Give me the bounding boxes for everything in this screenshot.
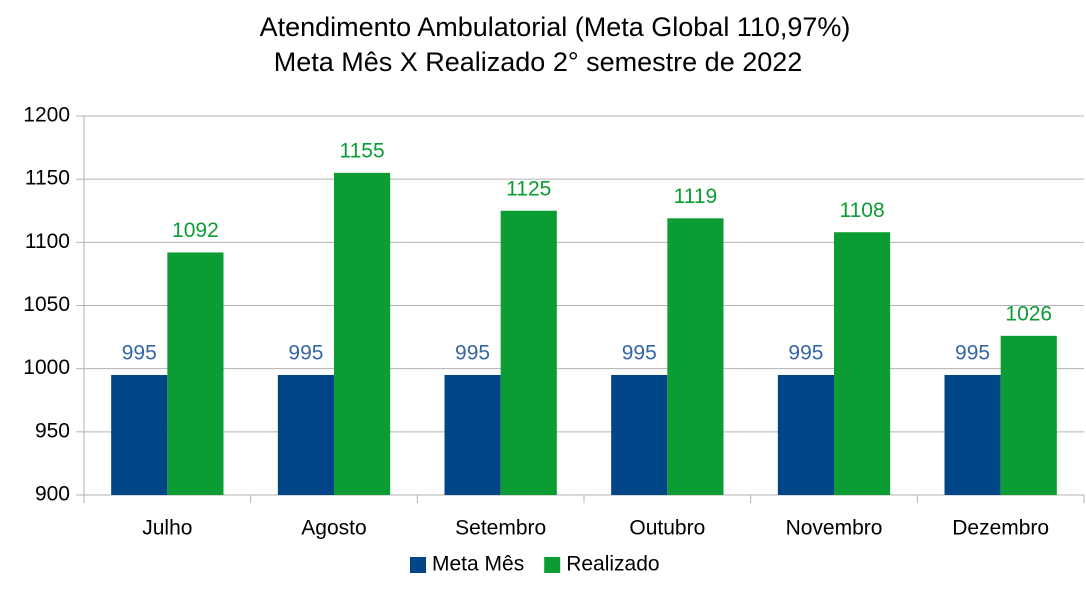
value-label: 1155 bbox=[339, 139, 384, 162]
value-label: 995 bbox=[122, 342, 157, 365]
value-label: 1092 bbox=[172, 219, 219, 242]
y-tick-label: 1000 bbox=[23, 356, 70, 379]
value-label: 1108 bbox=[839, 199, 884, 222]
legend-label: Meta Mês bbox=[432, 553, 524, 576]
chart-title: Atendimento Ambulatorial (Meta Global 11… bbox=[260, 12, 851, 42]
y-tick-label: 1100 bbox=[25, 230, 70, 253]
bar bbox=[667, 218, 724, 495]
x-tick-label: Dezembro bbox=[952, 517, 1049, 540]
bar bbox=[777, 374, 834, 495]
y-tick-label: 900 bbox=[35, 483, 70, 506]
bar bbox=[444, 374, 501, 495]
bar bbox=[111, 374, 168, 495]
legend-swatch bbox=[410, 557, 426, 573]
value-label: 1125 bbox=[506, 177, 551, 200]
x-tick-label: Agosto bbox=[301, 517, 366, 540]
bar bbox=[167, 252, 224, 495]
x-tick-label: Novembro bbox=[786, 517, 883, 540]
x-tick-label: Outubro bbox=[629, 517, 705, 540]
bar bbox=[1000, 335, 1057, 495]
bar bbox=[500, 210, 557, 495]
bar bbox=[611, 374, 668, 495]
bar bbox=[277, 374, 334, 495]
y-tick-label: 1200 bbox=[23, 104, 70, 127]
bar bbox=[834, 232, 891, 495]
value-label: 995 bbox=[955, 342, 990, 365]
x-tick-label: Setembro bbox=[455, 517, 546, 540]
x-tick-label: Julho bbox=[142, 517, 192, 540]
legend-label: Realizado bbox=[566, 553, 659, 576]
y-tick-label: 1150 bbox=[25, 167, 70, 190]
value-label: 995 bbox=[788, 342, 823, 365]
y-tick-label: 1050 bbox=[23, 293, 70, 316]
value-label: 995 bbox=[288, 342, 323, 365]
chart-subtitle: Meta Mês X Realizado 2° semestre de 2022 bbox=[274, 47, 803, 77]
bar bbox=[944, 374, 1001, 495]
legend-swatch bbox=[544, 557, 561, 573]
value-label: 995 bbox=[622, 342, 657, 365]
value-label: 1026 bbox=[1005, 302, 1052, 325]
y-tick-label: 950 bbox=[35, 419, 70, 442]
value-label: 995 bbox=[455, 342, 490, 365]
value-label: 1119 bbox=[674, 185, 718, 208]
bar bbox=[334, 172, 391, 495]
